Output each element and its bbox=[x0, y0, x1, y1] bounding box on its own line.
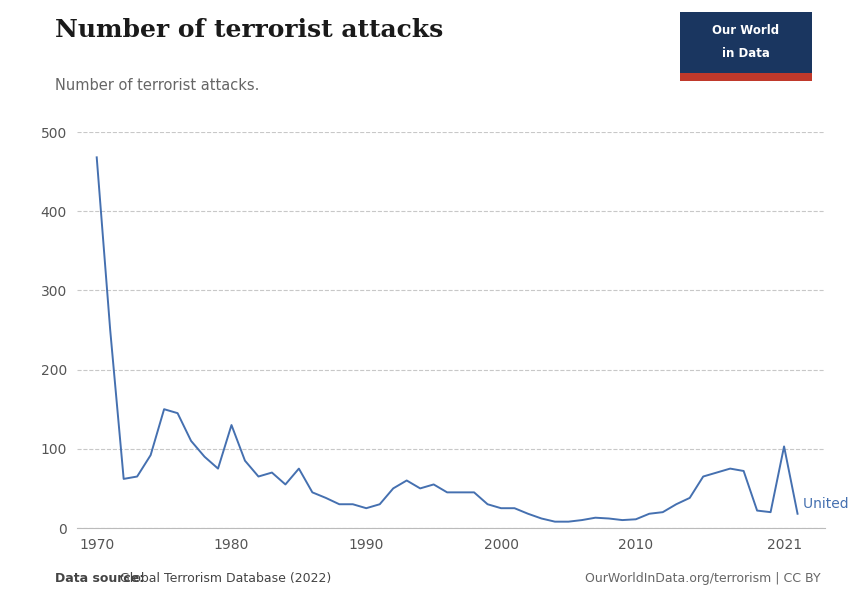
Text: Data source:: Data source: bbox=[55, 572, 144, 585]
Bar bbox=[680, 73, 812, 81]
FancyBboxPatch shape bbox=[680, 12, 812, 81]
Text: Number of terrorist attacks.: Number of terrorist attacks. bbox=[55, 78, 259, 93]
Text: Number of terrorist attacks: Number of terrorist attacks bbox=[55, 18, 444, 42]
Text: Global Terrorism Database (2022): Global Terrorism Database (2022) bbox=[116, 572, 332, 585]
Text: in Data: in Data bbox=[722, 47, 770, 60]
Text: United States: United States bbox=[803, 497, 850, 511]
Text: Our World: Our World bbox=[712, 24, 779, 37]
Text: OurWorldInData.org/terrorism | CC BY: OurWorldInData.org/terrorism | CC BY bbox=[585, 572, 820, 585]
